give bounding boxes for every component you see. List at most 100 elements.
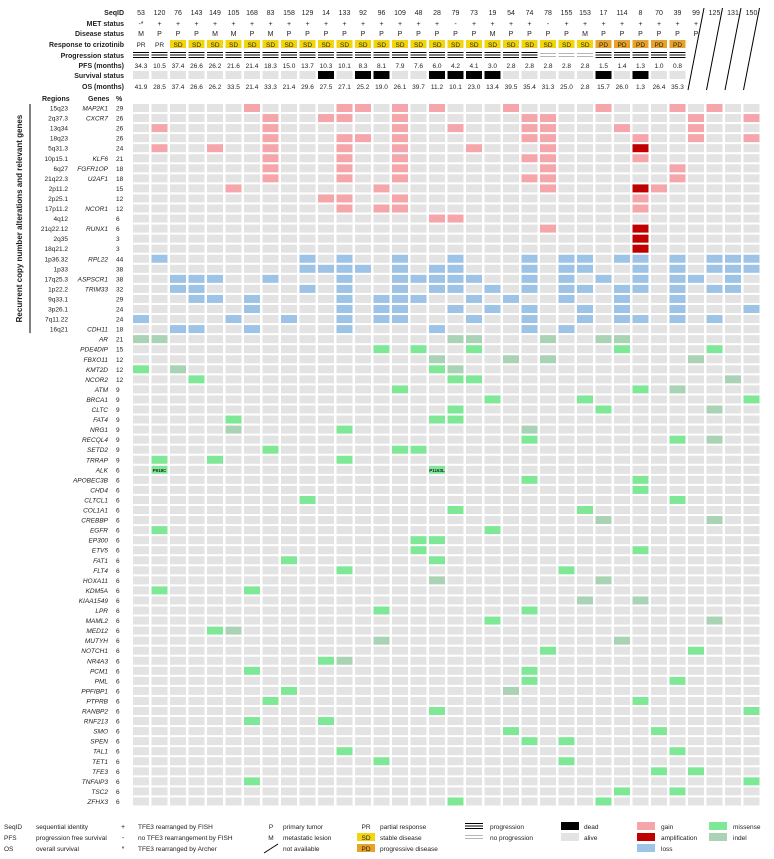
region-label: 9q33.1 — [48, 296, 68, 303]
empty-cell — [281, 335, 297, 344]
missense-cell — [614, 787, 630, 796]
empty-cell — [392, 666, 408, 675]
empty-cell — [170, 717, 186, 726]
gene-label: RNF213 — [84, 719, 109, 726]
missense-cell — [207, 626, 223, 635]
empty-cell — [706, 495, 723, 504]
empty-cell — [743, 445, 760, 454]
loss-cell — [725, 284, 741, 293]
seqid-label: 120 — [154, 10, 166, 17]
empty-cell — [188, 596, 205, 605]
empty-cell — [743, 184, 760, 193]
empty-cell — [318, 305, 334, 313]
empty-cell — [725, 485, 741, 494]
empty-cell — [207, 104, 223, 112]
empty-cell — [207, 606, 223, 615]
empty-cell — [281, 636, 297, 645]
gain-cell — [447, 124, 464, 133]
empty-cell — [392, 616, 408, 625]
loss-cell — [503, 294, 519, 303]
empty-cell — [725, 556, 741, 565]
missense-cell — [262, 445, 279, 454]
loss-cell — [336, 274, 353, 283]
missense-cell — [410, 445, 427, 454]
empty-cell — [595, 214, 612, 223]
empty-cell — [188, 566, 205, 575]
empty-cell — [244, 415, 260, 424]
empty-cell — [170, 385, 186, 394]
gain-cell — [392, 124, 408, 133]
empty-cell — [262, 556, 279, 565]
region-label: 17p11.2 — [45, 206, 68, 213]
survival-cell — [170, 71, 186, 79]
os-value: 37.4 — [172, 84, 185, 91]
empty-cell — [225, 616, 242, 625]
empty-cell — [392, 787, 408, 796]
amplification-cell — [632, 184, 649, 193]
empty-cell — [706, 395, 723, 404]
empty-cell — [133, 425, 149, 434]
empty-cell — [244, 566, 260, 575]
empty-cell — [299, 566, 316, 575]
empty-cell — [170, 747, 186, 756]
empty-cell — [373, 546, 390, 555]
response-label: SD — [525, 42, 534, 49]
pfs-value: 2.8 — [562, 63, 571, 70]
os-value: 21.4 — [246, 84, 259, 91]
empty-cell — [688, 465, 704, 474]
legend-abbrev-key: PFS — [4, 835, 17, 842]
empty-cell — [410, 264, 427, 273]
empty-cell — [558, 114, 575, 123]
empty-cell — [244, 385, 260, 394]
gain-cell — [336, 154, 353, 163]
empty-cell — [725, 214, 741, 223]
empty-cell — [429, 676, 445, 685]
empty-cell — [503, 114, 519, 123]
empty-cell — [521, 234, 538, 243]
seqid-label: 48 — [415, 10, 423, 17]
empty-cell — [651, 355, 667, 364]
empty-cell — [558, 194, 575, 203]
empty-cell — [429, 224, 445, 233]
empty-cell — [447, 666, 464, 675]
response-badge — [595, 40, 612, 48]
empty-cell — [725, 526, 741, 535]
disease-status-label: P — [250, 31, 255, 38]
loss-cell — [521, 254, 538, 263]
empty-cell — [743, 365, 760, 374]
empty-cell — [318, 696, 334, 705]
legend-met-key: + — [121, 824, 125, 831]
percent-label: 6 — [116, 598, 120, 605]
empty-cell — [151, 194, 168, 203]
empty-cell — [595, 154, 612, 163]
empty-cell — [669, 586, 686, 595]
legend-abbrev-text: overall survival — [36, 846, 80, 853]
empty-cell — [151, 425, 168, 434]
empty-cell — [669, 134, 686, 143]
gain-cell — [392, 174, 408, 183]
empty-cell — [669, 686, 686, 695]
empty-cell — [299, 104, 316, 112]
met-status-label: + — [250, 21, 254, 28]
empty-cell — [151, 485, 168, 494]
gene-label: MUTYH — [85, 638, 108, 645]
empty-cell — [577, 415, 593, 424]
empty-cell — [207, 546, 223, 555]
legend-response-text: partial response — [380, 824, 427, 831]
empty-cell — [577, 124, 593, 133]
empty-cell — [225, 214, 242, 223]
empty-cell — [281, 435, 297, 444]
empty-cell — [466, 546, 482, 555]
empty-cell — [669, 355, 686, 364]
empty-cell — [318, 345, 334, 354]
percent-label: 9 — [116, 447, 120, 454]
empty-cell — [225, 485, 242, 494]
percent-label: 12 — [116, 377, 124, 384]
gain-cell — [429, 104, 445, 112]
header-label: Progression status — [61, 53, 125, 60]
empty-cell — [614, 526, 630, 535]
empty-cell — [503, 455, 519, 464]
empty-cell — [651, 254, 667, 263]
empty-cell — [188, 455, 205, 464]
empty-cell — [503, 475, 519, 484]
